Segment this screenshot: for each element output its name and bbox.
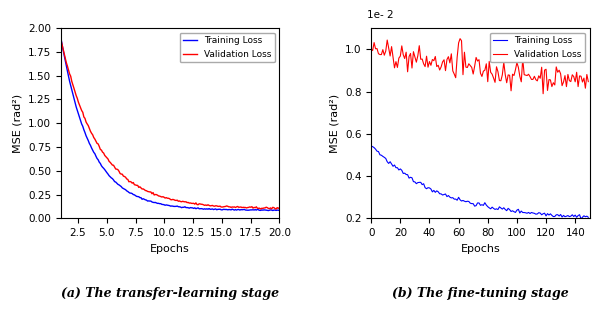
Training Loss [276, 209, 283, 212]
Training Loss [266, 208, 273, 212]
Validation Loss [71, 86, 78, 90]
Validation Loss [550, 81, 557, 85]
Validation Loss [264, 207, 272, 210]
Validation Loss [276, 206, 283, 210]
X-axis label: Epochs: Epochs [461, 244, 500, 254]
Text: 1e- 2: 1e- 2 [367, 11, 393, 21]
Legend: Training Loss, Validation Loss: Training Loss, Validation Loss [490, 32, 586, 62]
Line: Validation Loss: Validation Loss [371, 39, 589, 94]
Validation Loss [457, 37, 464, 41]
Validation Loss [116, 169, 123, 173]
Validation Loss [257, 207, 264, 211]
Y-axis label: MSE (rad²): MSE (rad²) [330, 94, 339, 153]
Training Loss [66, 79, 73, 83]
Line: Training Loss: Training Loss [371, 146, 589, 219]
Validation Loss [98, 148, 105, 152]
Training Loss [585, 215, 592, 219]
Training Loss [367, 144, 375, 148]
Training Loss [490, 207, 497, 210]
Legend: Training Loss, Validation Loss: Training Loss, Validation Loss [179, 32, 275, 62]
Training Loss [264, 209, 272, 212]
Validation Loss [483, 62, 490, 66]
Validation Loss [66, 72, 73, 76]
Text: (a) The transfer-learning stage: (a) The transfer-learning stage [61, 286, 279, 300]
Training Loss [57, 36, 64, 39]
Training Loss [71, 97, 78, 100]
X-axis label: Epochs: Epochs [150, 244, 190, 254]
Training Loss [257, 208, 264, 212]
Y-axis label: MSE (rad²): MSE (rad²) [12, 94, 22, 153]
Training Loss [439, 193, 446, 197]
Validation Loss [367, 47, 375, 51]
Line: Validation Loss: Validation Loss [61, 39, 280, 209]
Training Loss [481, 201, 488, 205]
Validation Loss [491, 80, 499, 84]
Training Loss [454, 198, 461, 202]
Validation Loss [539, 92, 547, 95]
Validation Loss [439, 60, 446, 64]
Validation Loss [585, 80, 592, 84]
Validation Loss [57, 37, 64, 41]
Line: Training Loss: Training Loss [61, 37, 280, 211]
Training Loss [578, 217, 585, 221]
Training Loss [517, 209, 525, 213]
Training Loss [98, 164, 105, 168]
Training Loss [547, 212, 554, 216]
Text: (b) The fine-tuning stage: (b) The fine-tuning stage [392, 286, 569, 300]
Training Loss [116, 183, 123, 187]
Validation Loss [519, 57, 527, 61]
Validation Loss [272, 207, 280, 211]
Validation Loss [454, 55, 461, 59]
